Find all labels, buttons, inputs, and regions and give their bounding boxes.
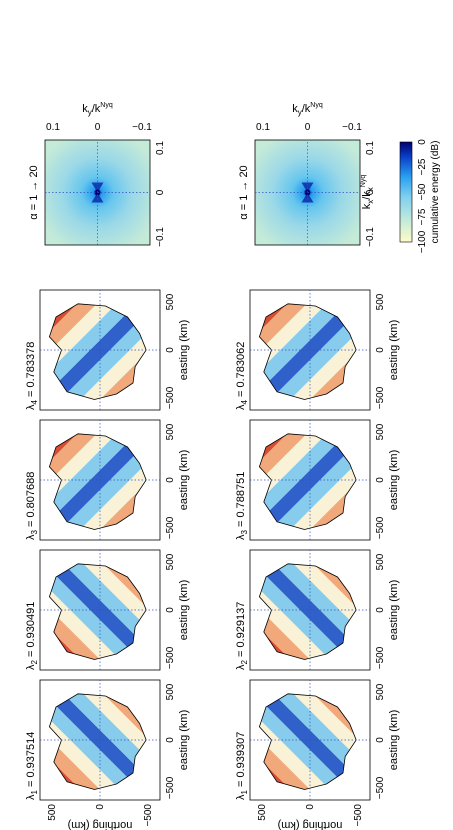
- northing-tick: 500: [257, 804, 268, 821]
- spectral-y-tick: 0: [95, 122, 101, 133]
- panel-title: λ3 = 0.807688: [25, 472, 39, 540]
- easting-axis-label: easting (km): [178, 580, 190, 641]
- spectrum-title: α = 1 → 20: [28, 165, 40, 219]
- northing-axis-label: northing (km): [68, 819, 133, 830]
- easting-tick: 0: [165, 737, 176, 743]
- easting-tick: 500: [165, 683, 176, 700]
- easting-tick: 0: [165, 477, 176, 483]
- easting-tick: 500: [375, 293, 386, 310]
- easting-tick: 500: [375, 423, 386, 440]
- colorbar-tick: −75: [417, 208, 428, 225]
- northing-axis-label: northing (km): [278, 819, 343, 830]
- spectral-x-tick: 0: [155, 189, 166, 195]
- panel-title: λ4 = 0.783062: [235, 342, 249, 410]
- island-outline: [258, 563, 357, 660]
- spectral-x-tick: 0: [365, 189, 376, 195]
- northing-tick: 0: [305, 804, 316, 810]
- easting-tick: −500: [375, 516, 386, 539]
- island-outline: [48, 693, 147, 790]
- easting-axis-label: easting (km): [178, 450, 190, 511]
- northing-tick: −500: [143, 804, 154, 827]
- easting-tick: 0: [165, 607, 176, 613]
- spectrum-title: α = 1 → 20: [238, 165, 250, 219]
- panel-title: λ1 = 0.939307: [235, 732, 249, 800]
- easting-tick: −500: [165, 646, 176, 669]
- colorbar: −100 −75 −50 −25 0 cumulative energy (dB…: [399, 139, 441, 253]
- northing-tick: 0: [95, 804, 106, 810]
- northing-tick: 500: [47, 804, 58, 821]
- easting-axis-label: easting (km): [388, 450, 400, 511]
- easting-tick: −500: [375, 386, 386, 409]
- spectral-x-axis-label: kx/kxNyq: [360, 175, 375, 210]
- spectral-y-tick: −0.1: [132, 122, 152, 133]
- easting-axis-label: easting (km): [178, 710, 190, 771]
- colorbar-label: cumulative energy (dB): [430, 141, 441, 244]
- easting-axis-label: easting (km): [388, 580, 400, 641]
- spectral-x-tick: 0.1: [365, 141, 376, 155]
- island-outline: [48, 303, 147, 400]
- spectrum-panel: α = 1 → 20 −0.1 0 0.1 0.1 0 −0.1 ky/kNyq: [238, 102, 376, 247]
- easting-tick: 0: [375, 607, 386, 613]
- colorbar-tick: 0: [417, 139, 428, 145]
- easting-tick: −500: [165, 776, 176, 799]
- spectral-x-tick: −0.1: [365, 227, 376, 247]
- easting-tick: 500: [375, 553, 386, 570]
- panel-title: λ4 = 0.783378: [25, 342, 39, 410]
- easting-tick: 500: [165, 293, 176, 310]
- spectral-y-axis-label: ky/kNyq: [292, 102, 323, 117]
- easting-tick: −500: [165, 386, 176, 409]
- spectral-x-tick: 0.1: [155, 141, 166, 155]
- island-outline: [258, 303, 357, 400]
- colorbar-tick: −50: [417, 183, 428, 200]
- easting-tick: −500: [375, 646, 386, 669]
- easting-tick: −500: [375, 776, 386, 799]
- spectrum-panel: α = 1 → 20 −0.1 0 0.1 0.1 0 −0.1 ky/kNyq: [28, 102, 166, 247]
- spectral-y-axis-label: ky/kNyq: [82, 102, 113, 117]
- northing-tick: −500: [353, 804, 364, 827]
- easting-tick: 0: [375, 347, 386, 353]
- spectral-y-tick: −0.1: [342, 122, 362, 133]
- spectral-y-tick: 0: [305, 122, 311, 133]
- easting-axis-label: easting (km): [388, 710, 400, 771]
- easting-tick: 500: [165, 553, 176, 570]
- colorbar-tick: −25: [417, 158, 428, 175]
- easting-tick: −500: [165, 516, 176, 539]
- easting-tick: 500: [375, 683, 386, 700]
- spectral-y-tick: 0.1: [256, 122, 270, 133]
- easting-tick: 0: [375, 737, 386, 743]
- easting-axis-label: easting (km): [388, 320, 400, 381]
- spectral-y-tick: 0.1: [46, 122, 60, 133]
- easting-tick: 0: [375, 477, 386, 483]
- panel-title: λ2 = 0.929137: [235, 602, 249, 670]
- island-outline: [258, 433, 357, 530]
- colorbar-gradient: [399, 141, 413, 243]
- easting-tick: 500: [165, 423, 176, 440]
- spectral-x-tick: −0.1: [155, 227, 166, 247]
- easting-axis-label: easting (km): [178, 320, 190, 381]
- island-outline: [48, 563, 147, 660]
- island-outline: [48, 433, 147, 530]
- panel-title: λ2 = 0.930491: [25, 602, 39, 670]
- panel-title: λ1 = 0.937514: [25, 732, 39, 800]
- easting-tick: 0: [165, 347, 176, 353]
- island-outline: [258, 693, 357, 790]
- colorbar-tick: −100: [417, 230, 428, 253]
- panel-title: λ3 = 0.788751: [235, 472, 249, 540]
